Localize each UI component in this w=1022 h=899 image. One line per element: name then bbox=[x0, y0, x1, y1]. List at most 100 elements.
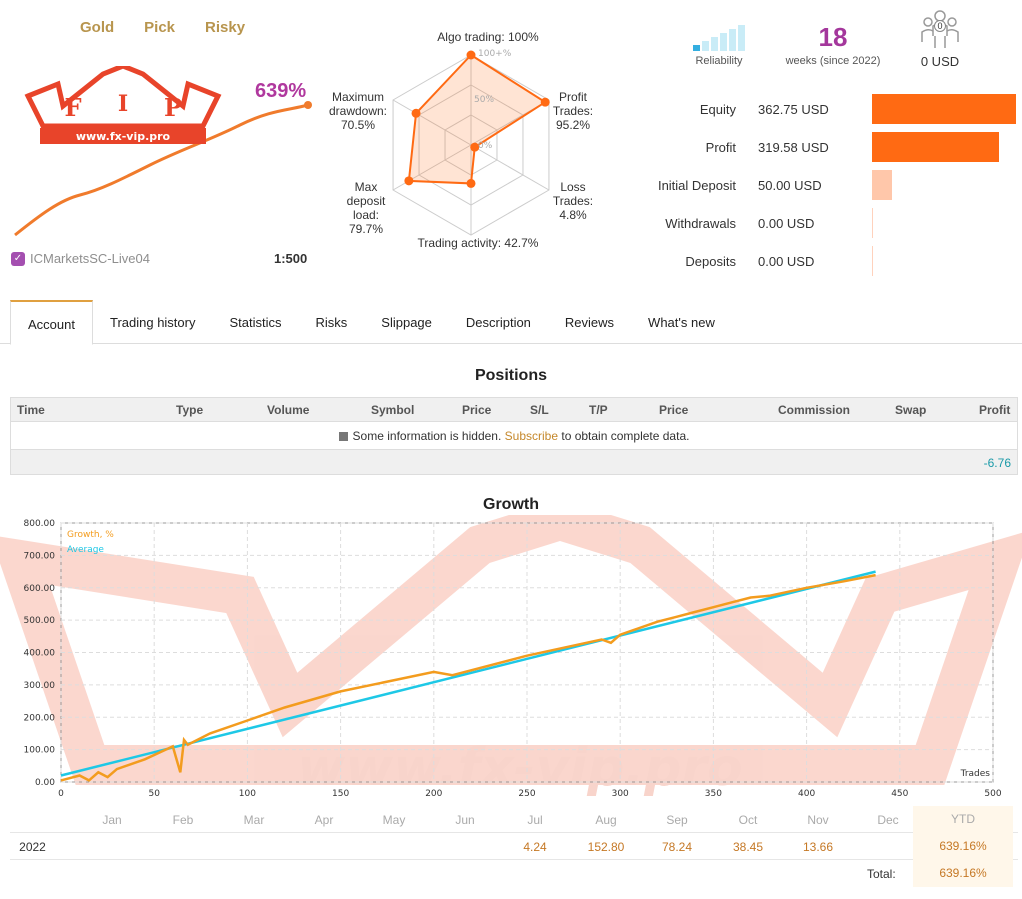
growth-chart: www.fx-vip.pro 0.00 100.00 200.00 300.00 400… bbox=[0, 499, 1022, 805]
month-header: May bbox=[382, 813, 406, 827]
fin-label: Profit bbox=[705, 139, 736, 155]
col-type[interactable]: Type bbox=[176, 403, 204, 417]
reliability-bar bbox=[729, 29, 736, 51]
legend-growth: Growth, % bbox=[67, 530, 114, 540]
subscribers-value: 0 USD bbox=[920, 54, 960, 69]
x-tick-label: 200 bbox=[425, 789, 442, 799]
month-header: Jun bbox=[455, 813, 475, 827]
col-profit[interactable]: Profit bbox=[979, 403, 1011, 417]
radar-drawdown-label: Maximum drawdown: 70.5% bbox=[328, 90, 388, 132]
monthly-total-row: Total: 639.16% bbox=[10, 860, 1018, 887]
month-header: Sep bbox=[666, 813, 688, 827]
fin-label: Equity bbox=[699, 101, 736, 117]
reliability-bar bbox=[738, 25, 745, 51]
positions-total-profit: -6.76 bbox=[983, 456, 1011, 470]
x-tick-label: 50 bbox=[148, 789, 160, 799]
radar-point bbox=[404, 176, 414, 186]
watermark-logo: www.fx-vip.pro bbox=[0, 499, 1022, 798]
tab-bar: Account Trading history Statistics Risks… bbox=[0, 300, 1022, 345]
positions-header: Time Type Volume Symbol Price S/L T/P Pr… bbox=[11, 398, 1017, 422]
col-sl[interactable]: S/L bbox=[530, 403, 549, 417]
monthly-header-row: Jan Feb Mar Apr May Jun Jul Aug Sep Oct Nov Dec YTD bbox=[10, 806, 1018, 833]
subscribers-indicator: 0 0 USD bbox=[910, 8, 970, 69]
broker-server[interactable]: ✓ ICMarketsSC-Live04 bbox=[11, 251, 150, 266]
hidden-info-text: Some information is hidden. bbox=[352, 429, 502, 443]
y-tick-label: 700.00 bbox=[24, 551, 56, 561]
subscribe-link[interactable]: Subscribe bbox=[504, 429, 559, 443]
y-tick-label: 300.00 bbox=[24, 681, 56, 691]
ring-100-label: 100+% bbox=[478, 49, 512, 59]
x-tick-label: 300 bbox=[612, 789, 629, 799]
month-value: 78.24 bbox=[661, 840, 693, 854]
y-tick-label: 200.00 bbox=[24, 713, 56, 723]
monthly-data-row: 2022 4.24 152.80 78.24 38.45 13.66 639.16% bbox=[10, 833, 1018, 860]
svg-text:www.fx-vip.pro: www.fx-vip.pro bbox=[76, 130, 171, 143]
fin-row-withdrawals: Withdrawals 0.00 USD bbox=[640, 204, 1020, 242]
series-line bbox=[60, 573, 876, 782]
col-volume[interactable]: Volume bbox=[267, 403, 310, 417]
y-tick-label: 500.00 bbox=[24, 616, 56, 626]
tab-account[interactable]: Account bbox=[10, 300, 93, 345]
mini-growth-chart bbox=[14, 101, 312, 237]
col-price[interactable]: Price bbox=[462, 403, 492, 417]
fin-row-deposits: Deposits 0.00 USD bbox=[640, 242, 1020, 280]
radar-load-label: Max deposit load: 79.7% bbox=[346, 180, 386, 236]
total-value: 639.16% bbox=[913, 860, 1013, 887]
month-header: Aug bbox=[595, 813, 617, 827]
x-tick-label: 350 bbox=[705, 789, 722, 799]
fin-value: 362.75 USD bbox=[758, 101, 829, 117]
y-tick-label: 400.00 bbox=[24, 649, 56, 659]
radar-point bbox=[540, 97, 550, 107]
radar-point bbox=[411, 108, 421, 118]
month-value: 152.80 bbox=[587, 840, 625, 854]
col-commission[interactable]: Commission bbox=[778, 403, 851, 417]
radar-point bbox=[466, 50, 476, 60]
fin-label: Initial Deposit bbox=[657, 177, 736, 193]
hidden-info-suffix: to obtain complete data. bbox=[561, 429, 690, 443]
fin-label: Withdrawals bbox=[665, 215, 736, 231]
col-swap[interactable]: Swap bbox=[895, 403, 927, 417]
reliability-indicator: Reliability bbox=[690, 25, 748, 67]
lock-icon bbox=[338, 432, 348, 441]
tab-whats-new[interactable]: What's new bbox=[648, 315, 715, 330]
tab-slippage[interactable]: Slippage bbox=[381, 315, 432, 330]
verified-shield-icon: ✓ bbox=[11, 251, 25, 266]
x-axis-label: Trades bbox=[960, 769, 991, 779]
svg-text:P: P bbox=[164, 93, 182, 122]
growth-title: Growth bbox=[483, 496, 539, 513]
positions-title: Positions bbox=[474, 367, 547, 384]
tab-description[interactable]: Description bbox=[465, 315, 531, 330]
y-tick-label: 0.00 bbox=[35, 778, 55, 788]
weeks-number: 18 bbox=[818, 22, 848, 52]
fin-bar bbox=[872, 246, 873, 276]
fin-row-initial-deposit: Initial Deposit 50.00 USD bbox=[640, 166, 1020, 204]
month-value: 38.45 bbox=[732, 840, 764, 854]
fin-bar bbox=[872, 170, 892, 200]
tab-risks[interactable]: Risks bbox=[315, 315, 348, 330]
total-gain: 639% bbox=[255, 80, 307, 102]
positions-total-row: -6.76 bbox=[11, 450, 1017, 474]
tab-trading-history[interactable]: Trading history bbox=[109, 315, 196, 330]
col-close-price[interactable]: Price bbox=[659, 403, 689, 417]
hidden-info-row: Some information is hidden. Subscribe to… bbox=[11, 422, 1017, 450]
month-header: Apr bbox=[314, 813, 334, 827]
fin-bar bbox=[872, 132, 999, 162]
x-tick-label: 250 bbox=[518, 789, 535, 799]
col-tp[interactable]: T/P bbox=[589, 403, 608, 417]
col-symbol[interactable]: Symbol bbox=[371, 403, 415, 417]
radar-chart: 100+% 50% 0% Algo trading: 100% Profit Tr… bbox=[318, 28, 638, 258]
x-tick-label: 400 bbox=[798, 789, 815, 799]
tab-statistics[interactable]: Statistics bbox=[229, 315, 282, 330]
server-name[interactable]: ICMarketsSC-Live04 bbox=[30, 251, 150, 266]
reliability-bars-icon bbox=[690, 25, 748, 51]
radar-point bbox=[470, 142, 480, 152]
x-tick-label: 500 bbox=[984, 789, 1001, 799]
legend-average: Average bbox=[67, 545, 104, 555]
y-tick-label: 600.00 bbox=[24, 584, 56, 594]
tab-reviews[interactable]: Reviews bbox=[564, 315, 615, 330]
col-time[interactable]: Time bbox=[17, 403, 45, 417]
month-header: Nov bbox=[807, 813, 829, 827]
fin-value: 0.00 USD bbox=[758, 253, 815, 269]
month-value: 13.66 bbox=[802, 840, 834, 854]
x-tick-label: 150 bbox=[332, 789, 349, 799]
